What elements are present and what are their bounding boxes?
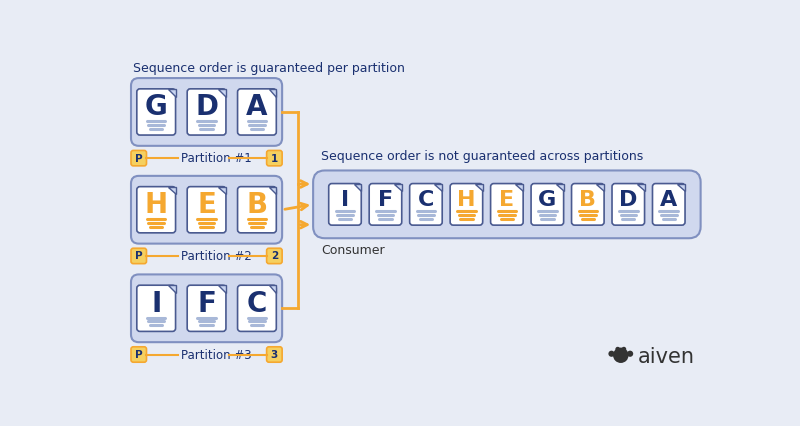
- Text: D: D: [195, 93, 218, 121]
- Text: Partition #1: Partition #1: [181, 153, 251, 165]
- Polygon shape: [354, 184, 362, 191]
- FancyBboxPatch shape: [653, 184, 685, 225]
- FancyBboxPatch shape: [238, 187, 276, 233]
- FancyBboxPatch shape: [329, 184, 362, 225]
- FancyBboxPatch shape: [313, 170, 701, 238]
- Text: A: A: [660, 190, 678, 210]
- Text: G: G: [145, 93, 167, 121]
- Polygon shape: [515, 184, 523, 191]
- Text: P: P: [135, 153, 142, 164]
- FancyBboxPatch shape: [238, 285, 276, 331]
- Polygon shape: [475, 184, 482, 191]
- FancyBboxPatch shape: [490, 184, 523, 225]
- FancyBboxPatch shape: [531, 184, 564, 225]
- Text: I: I: [341, 190, 349, 210]
- Text: A: A: [246, 93, 268, 121]
- Circle shape: [622, 347, 626, 351]
- Circle shape: [608, 351, 614, 357]
- Text: F: F: [197, 290, 216, 318]
- Polygon shape: [596, 184, 604, 191]
- Polygon shape: [434, 184, 442, 191]
- Polygon shape: [168, 285, 175, 293]
- Text: B: B: [246, 191, 267, 219]
- FancyBboxPatch shape: [571, 184, 604, 225]
- FancyBboxPatch shape: [266, 347, 282, 362]
- Circle shape: [615, 347, 620, 351]
- Text: Partition #3: Partition #3: [181, 349, 251, 362]
- Text: D: D: [619, 190, 638, 210]
- Text: 2: 2: [270, 251, 278, 261]
- Text: 1: 1: [270, 153, 278, 164]
- FancyBboxPatch shape: [131, 347, 146, 362]
- Polygon shape: [678, 184, 685, 191]
- Polygon shape: [269, 89, 276, 97]
- FancyBboxPatch shape: [131, 248, 146, 264]
- FancyBboxPatch shape: [410, 184, 442, 225]
- Polygon shape: [394, 184, 402, 191]
- Text: C: C: [418, 190, 434, 210]
- Polygon shape: [218, 187, 226, 194]
- FancyBboxPatch shape: [266, 248, 282, 264]
- Text: G: G: [538, 190, 557, 210]
- Text: C: C: [246, 290, 267, 318]
- Polygon shape: [269, 187, 276, 194]
- Polygon shape: [556, 184, 564, 191]
- FancyBboxPatch shape: [187, 89, 226, 135]
- FancyBboxPatch shape: [137, 285, 175, 331]
- FancyBboxPatch shape: [266, 150, 282, 166]
- Polygon shape: [168, 187, 175, 194]
- FancyBboxPatch shape: [137, 89, 175, 135]
- Polygon shape: [269, 285, 276, 293]
- Text: P: P: [135, 251, 142, 261]
- Text: 3: 3: [270, 350, 278, 360]
- FancyBboxPatch shape: [131, 78, 282, 146]
- Circle shape: [627, 351, 634, 357]
- FancyBboxPatch shape: [131, 274, 282, 342]
- Text: I: I: [151, 290, 162, 318]
- FancyBboxPatch shape: [187, 187, 226, 233]
- Text: Consumer: Consumer: [321, 244, 385, 257]
- FancyBboxPatch shape: [131, 176, 282, 244]
- Text: Sequence order is not guaranteed across partitions: Sequence order is not guaranteed across …: [321, 150, 643, 163]
- FancyBboxPatch shape: [450, 184, 482, 225]
- FancyBboxPatch shape: [137, 187, 175, 233]
- FancyBboxPatch shape: [238, 89, 276, 135]
- Polygon shape: [168, 89, 175, 97]
- Text: Partition #2: Partition #2: [181, 250, 251, 263]
- Text: B: B: [579, 190, 596, 210]
- Text: E: E: [499, 190, 514, 210]
- FancyBboxPatch shape: [187, 285, 226, 331]
- Text: F: F: [378, 190, 393, 210]
- Polygon shape: [218, 89, 226, 97]
- FancyBboxPatch shape: [612, 184, 645, 225]
- FancyBboxPatch shape: [131, 150, 146, 166]
- Text: aiven: aiven: [638, 347, 695, 367]
- Text: H: H: [145, 191, 168, 219]
- Text: H: H: [457, 190, 476, 210]
- FancyBboxPatch shape: [369, 184, 402, 225]
- Circle shape: [613, 348, 629, 363]
- Text: P: P: [135, 350, 142, 360]
- Text: Sequence order is guaranteed per partition: Sequence order is guaranteed per partiti…: [133, 62, 405, 75]
- Polygon shape: [218, 285, 226, 293]
- Polygon shape: [637, 184, 645, 191]
- Text: E: E: [197, 191, 216, 219]
